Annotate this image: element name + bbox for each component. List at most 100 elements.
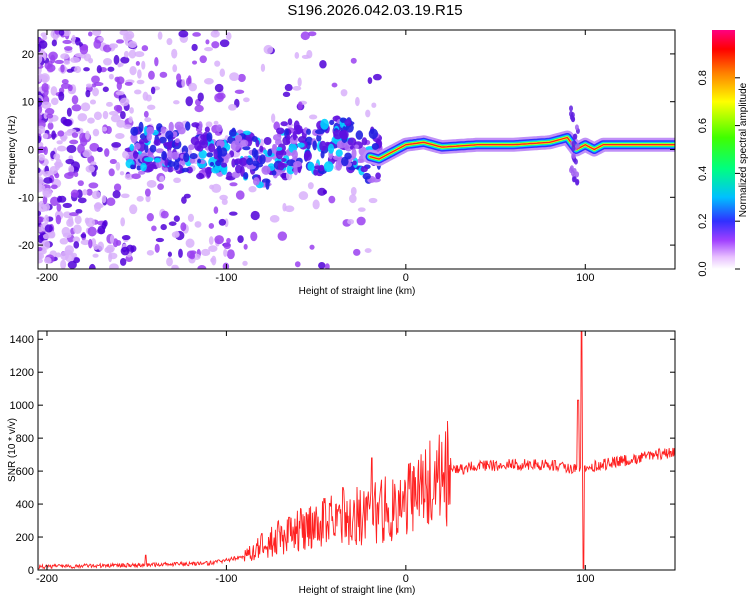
noise-blob	[214, 83, 224, 93]
noise-blob	[42, 187, 53, 198]
signal-blob	[251, 135, 258, 143]
signal-blob	[137, 170, 146, 175]
noise-blob	[347, 218, 355, 225]
noise-blob	[101, 221, 107, 230]
noise-blob	[91, 75, 100, 84]
signal-blob	[292, 130, 297, 141]
noise-blob	[167, 251, 172, 257]
noise-blob	[353, 248, 361, 256]
noise-blob	[297, 77, 302, 87]
signal-blob	[265, 179, 270, 190]
noise-blob	[171, 48, 178, 59]
noise-blob	[171, 231, 180, 238]
noise-blob	[226, 237, 231, 244]
signal-blob	[335, 149, 343, 157]
noise-blob	[145, 94, 152, 102]
noise-blob	[38, 204, 48, 213]
noise-blob	[38, 73, 43, 80]
noise-blob	[107, 66, 115, 72]
noise-blob	[223, 249, 228, 257]
noise-blob	[77, 113, 88, 122]
noise-blob	[294, 52, 300, 59]
noise-blob	[51, 39, 57, 47]
chart-title: S196.2026.042.03.19.R15	[287, 2, 463, 19]
noise-blob	[205, 39, 210, 45]
signal-blob	[285, 134, 291, 145]
signal-blob	[272, 134, 282, 141]
noise-blob	[134, 89, 142, 95]
noise-blob	[185, 238, 195, 248]
signal-blob	[164, 159, 169, 167]
bottom-x-axis-label: Height of straight line (km)	[299, 585, 416, 596]
noise-blob	[144, 117, 152, 123]
noise-blob	[64, 249, 73, 256]
noise-blob	[110, 114, 121, 123]
noise-blob	[74, 37, 81, 46]
noise-blob	[200, 248, 211, 257]
noise-blob	[211, 41, 220, 49]
noise-blob	[38, 216, 44, 221]
noise-blob	[300, 31, 310, 41]
noise-blob	[63, 60, 71, 65]
noise-blob	[340, 89, 348, 97]
signal-blob	[255, 139, 260, 148]
noise-blob	[70, 56, 80, 63]
signal-blob	[341, 156, 349, 167]
noise-blob	[159, 71, 168, 78]
signal-blob	[362, 172, 371, 180]
signal-blob	[242, 146, 251, 151]
noise-blob	[48, 51, 58, 61]
noise-blob	[85, 130, 90, 140]
signal-blob	[167, 160, 176, 168]
noise-blob	[168, 221, 177, 226]
noise-blob	[56, 203, 62, 212]
noise-blob	[96, 65, 102, 74]
noise-blob	[93, 243, 99, 251]
signal-blob	[368, 128, 379, 140]
signal-blob	[304, 150, 312, 161]
signal-blob	[263, 149, 268, 155]
signal-blob	[174, 121, 184, 130]
noise-blob	[356, 216, 366, 226]
noise-blob	[86, 188, 93, 196]
noise-blob	[280, 172, 288, 179]
signal-blob	[375, 172, 381, 180]
noise-blob	[180, 222, 187, 232]
noise-blob	[41, 101, 52, 109]
signal-blob	[136, 165, 142, 171]
noise-blob	[185, 96, 193, 107]
top-x-tick-label: -100	[215, 272, 237, 284]
signal-blob	[208, 143, 216, 153]
noise-blob	[219, 68, 226, 77]
signal-blob	[316, 134, 322, 142]
noise-blob	[38, 210, 42, 217]
noise-blob	[350, 57, 357, 64]
noise-blob	[143, 110, 149, 118]
signal-blob	[234, 134, 243, 142]
colorbar	[712, 30, 735, 269]
signal-blob	[371, 142, 380, 150]
noise-blob	[80, 102, 91, 112]
signal-blob	[297, 142, 305, 148]
noise-blob	[38, 258, 43, 264]
noise-blob	[223, 242, 231, 250]
signal-blob	[204, 126, 210, 133]
noise-blob	[91, 190, 101, 200]
noise-blob	[88, 31, 93, 37]
noise-blob	[85, 217, 96, 228]
noise-blob	[38, 167, 41, 174]
noise-blob	[89, 142, 100, 152]
disturbance-blob	[572, 133, 577, 140]
signal-blob	[206, 152, 214, 158]
signal-blob	[197, 158, 202, 164]
signal-blob	[347, 137, 357, 146]
noise-blob	[113, 183, 122, 192]
noise-blob	[308, 114, 318, 120]
noise-blob	[124, 81, 133, 86]
noise-blob	[309, 244, 315, 250]
noise-blob	[80, 233, 87, 239]
noise-blob	[154, 243, 160, 253]
noise-blob	[62, 118, 72, 127]
noise-blob	[312, 199, 320, 210]
